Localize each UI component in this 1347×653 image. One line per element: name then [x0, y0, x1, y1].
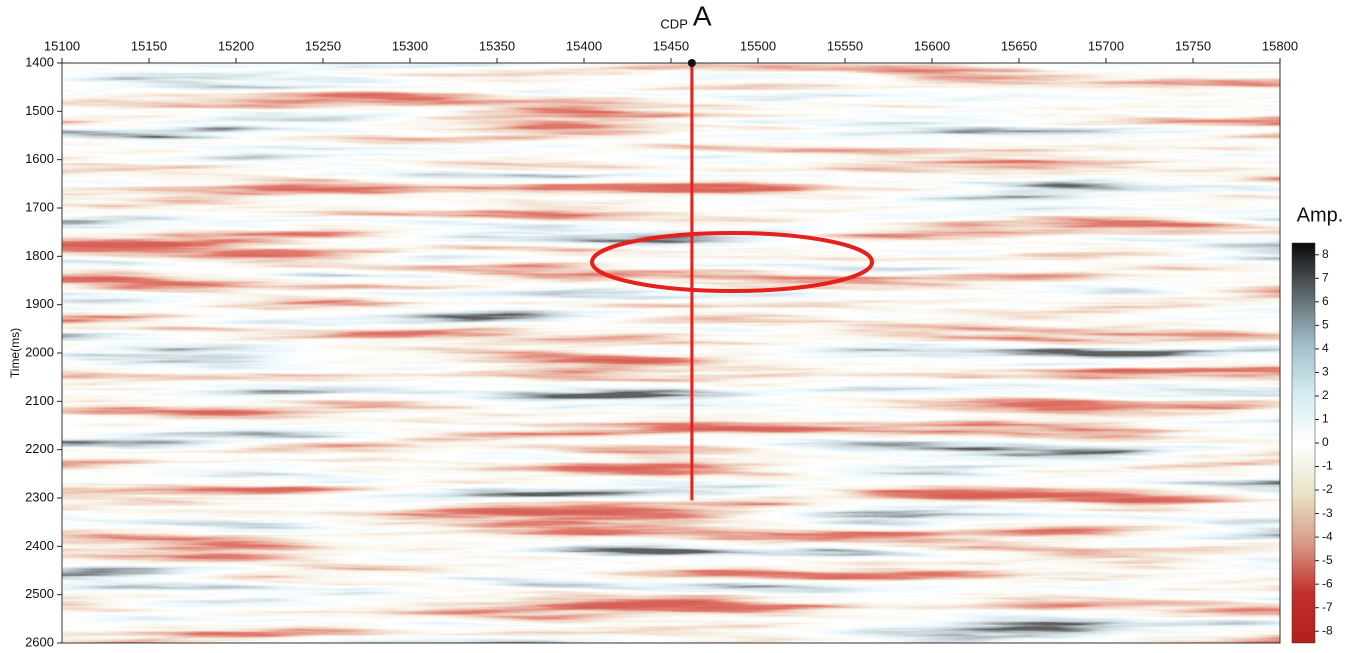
y-tick-label: 1600 [25, 151, 54, 166]
x-tick-label: 15450 [653, 38, 689, 53]
x-tick-label: 15400 [566, 38, 602, 53]
y-tick-label: 2400 [25, 538, 54, 553]
colorbar-tick-label: 1 [1322, 412, 1329, 426]
y-tick-label: 1900 [25, 296, 54, 311]
x-tick-label: 15350 [479, 38, 515, 53]
x-tick-label: 15500 [740, 38, 776, 53]
x-tick-label: 15600 [914, 38, 950, 53]
colorbar-title: Amp. [1297, 204, 1344, 226]
well-head [687, 59, 696, 67]
y-tick-label: 2300 [25, 489, 54, 504]
y-tick-label: 1400 [25, 54, 54, 69]
y-tick-label: 2000 [25, 344, 54, 359]
colorbar-tick-label: 0 [1322, 435, 1329, 449]
y-tick-label: 1800 [25, 248, 54, 263]
seismic-section [62, 63, 1280, 643]
x-tick-label: 15300 [392, 38, 428, 53]
colorbar-tick-label: 7 [1322, 270, 1329, 284]
colorbar [1291, 242, 1316, 644]
y-axis-label: Time(ms) [8, 328, 22, 378]
x-tick-label: 15150 [131, 38, 167, 53]
x-tick-label: 15800 [1262, 38, 1298, 53]
x-tick-label: 15200 [218, 38, 254, 53]
y-tick-label: 2600 [25, 634, 54, 649]
y-tick-label: 1700 [25, 199, 54, 214]
x-tick-label: 15750 [1175, 38, 1211, 53]
well-label: A [693, 0, 712, 31]
colorbar-tick-label: -8 [1322, 623, 1333, 637]
colorbar-tick-label: -5 [1322, 553, 1333, 567]
colorbar-tick-label: -3 [1322, 506, 1333, 520]
colorbar-tick-label: 2 [1322, 388, 1329, 402]
colorbar-tick-label: -6 [1322, 576, 1333, 590]
colorbar-tick-label: -4 [1322, 529, 1333, 543]
colorbar-tick-label: 8 [1322, 247, 1329, 261]
colorbar-tick-label: -1 [1322, 459, 1333, 473]
colorbar-tick-label: 3 [1322, 365, 1329, 379]
colorbar-tick-label: 6 [1322, 294, 1329, 308]
x-tick-label: 15250 [305, 38, 341, 53]
highlight-ellipse [590, 231, 874, 293]
x-tick-label: 15700 [1088, 38, 1124, 53]
y-tick-label: 2100 [25, 393, 54, 408]
y-tick-label: 1500 [25, 103, 54, 118]
x-tick-label: 15650 [1001, 38, 1037, 53]
colorbar-tick-label: 5 [1322, 318, 1329, 332]
colorbar-tick-label: -2 [1322, 482, 1333, 496]
well-cdp-label: CDP [660, 16, 687, 31]
colorbar-tick-label: 4 [1322, 341, 1329, 355]
y-tick-label: 2500 [25, 586, 54, 601]
x-tick-label: 15550 [827, 38, 863, 53]
x-tick-label: 15100 [44, 38, 80, 53]
y-tick-label: 2200 [25, 441, 54, 456]
colorbar-tick-label: -7 [1322, 600, 1333, 614]
